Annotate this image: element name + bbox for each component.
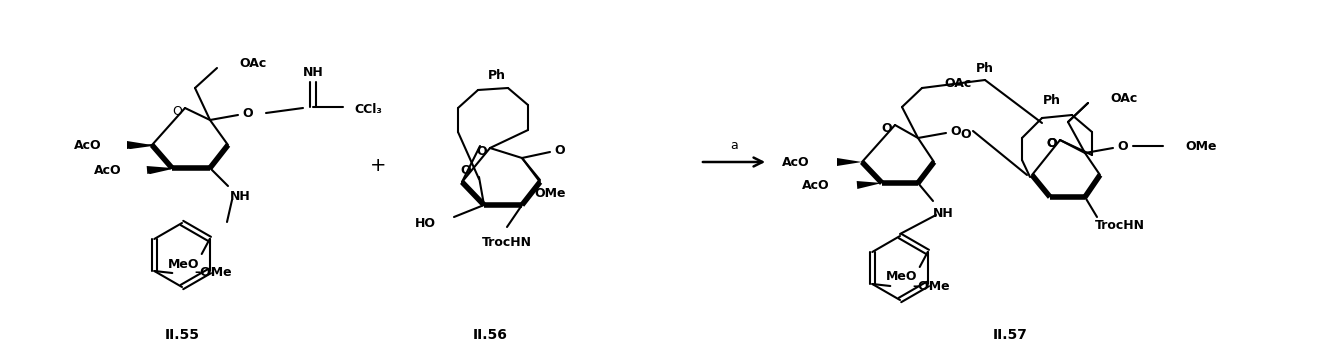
Text: NH: NH: [932, 207, 953, 220]
Text: O: O: [476, 144, 487, 158]
Text: TrocHN: TrocHN: [1096, 219, 1145, 231]
Text: MeO: MeO: [886, 270, 917, 284]
Text: AcO: AcO: [74, 139, 102, 152]
Text: O: O: [461, 163, 471, 176]
Text: +: +: [370, 156, 386, 175]
Text: O: O: [960, 127, 971, 140]
Text: CCl₃: CCl₃: [354, 103, 382, 116]
Text: NH: NH: [303, 66, 323, 78]
Text: Ph: Ph: [976, 62, 994, 75]
Polygon shape: [146, 166, 172, 174]
Text: O: O: [1047, 136, 1057, 149]
Text: II.57: II.57: [992, 328, 1027, 342]
Text: O: O: [555, 144, 566, 157]
Text: TrocHN: TrocHN: [481, 237, 532, 249]
Text: Ph: Ph: [488, 68, 506, 81]
Text: O: O: [951, 125, 961, 138]
Text: O: O: [243, 107, 253, 120]
Text: a: a: [730, 139, 738, 152]
Text: OMe: OMe: [534, 186, 566, 199]
Polygon shape: [837, 158, 862, 166]
Text: –OMe: –OMe: [194, 266, 232, 279]
Text: AcO: AcO: [94, 163, 122, 176]
Polygon shape: [857, 181, 882, 189]
Text: OAc: OAc: [239, 57, 267, 69]
Text: –OMe: –OMe: [912, 279, 949, 292]
Text: HO: HO: [414, 216, 436, 230]
Text: AcO: AcO: [802, 179, 830, 192]
Text: Ph: Ph: [1043, 94, 1061, 107]
Polygon shape: [127, 141, 152, 149]
Text: OAc: OAc: [1110, 91, 1137, 104]
Text: AcO: AcO: [782, 156, 810, 168]
Text: II.55: II.55: [165, 328, 200, 342]
Text: O: O: [1047, 136, 1057, 149]
Text: OAc: OAc: [944, 77, 971, 90]
Text: O: O: [881, 122, 892, 135]
Text: II.56: II.56: [472, 328, 507, 342]
Text: O: O: [1117, 140, 1128, 153]
Text: NH: NH: [229, 189, 251, 202]
Text: O: O: [172, 104, 182, 117]
Text: MeO: MeO: [168, 257, 200, 270]
Text: OMe: OMe: [1185, 140, 1216, 153]
